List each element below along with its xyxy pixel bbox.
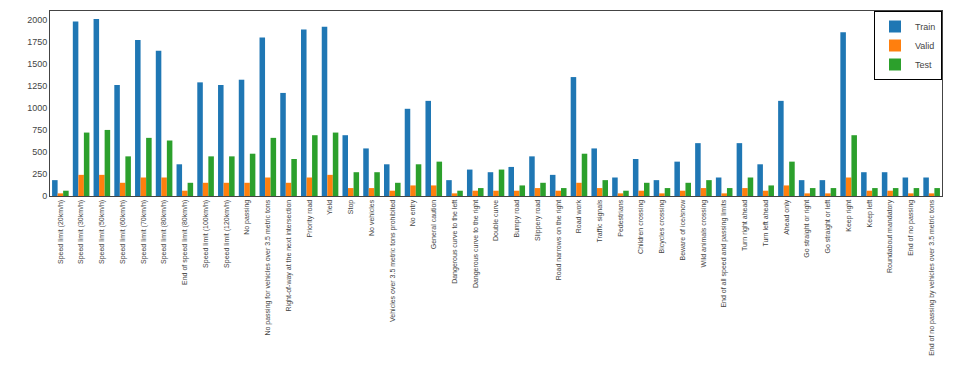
- svg-text:1000: 1000: [27, 103, 47, 113]
- svg-text:Keep right: Keep right: [845, 200, 853, 232]
- svg-text:Pedestrians: Pedestrians: [617, 199, 624, 236]
- svg-text:Speed limit (30km/h): Speed limit (30km/h): [77, 200, 85, 264]
- svg-text:Slippery road: Slippery road: [534, 200, 542, 241]
- svg-text:General caution: General caution: [430, 200, 437, 250]
- svg-text:Speed limit (60km/h): Speed limit (60km/h): [119, 200, 127, 264]
- svg-text:0: 0: [42, 191, 47, 201]
- svg-text:No passing for vehicles over 3: No passing for vehicles over 3.5 metric …: [264, 199, 272, 335]
- svg-text:No vehicles: No vehicles: [368, 199, 375, 236]
- svg-text:End of speed limit (80km/h): End of speed limit (80km/h): [181, 200, 189, 285]
- svg-text:Stop: Stop: [347, 200, 355, 215]
- svg-text:250: 250: [32, 169, 47, 179]
- svg-text:Keep left: Keep left: [866, 200, 874, 228]
- svg-text:Train: Train: [915, 22, 935, 32]
- svg-text:500: 500: [32, 147, 47, 157]
- svg-text:1750: 1750: [27, 37, 47, 47]
- svg-text:Test: Test: [915, 60, 932, 70]
- svg-text:End of no passing by vehicles: End of no passing by vehicles over 3.5 m…: [928, 199, 936, 356]
- svg-text:End of all speed and passing l: End of all speed and passing limits: [720, 199, 728, 307]
- svg-text:Bicycles crossing: Bicycles crossing: [658, 200, 666, 254]
- svg-text:Double curve: Double curve: [492, 200, 499, 241]
- svg-text:Speed limit (80km/h): Speed limit (80km/h): [160, 200, 168, 264]
- svg-text:Roundabout mandatory: Roundabout mandatory: [886, 199, 894, 273]
- svg-text:Go straight or left: Go straight or left: [824, 200, 832, 254]
- svg-text:1250: 1250: [27, 81, 47, 91]
- svg-text:No passing: No passing: [243, 200, 251, 235]
- svg-text:Speed limit (120km/h): Speed limit (120km/h): [223, 200, 231, 268]
- svg-text:Yield: Yield: [326, 200, 333, 215]
- svg-text:1500: 1500: [27, 59, 47, 69]
- svg-text:Dangerous curve to the right: Dangerous curve to the right: [472, 200, 480, 288]
- svg-text:Speed limit (100km/h): Speed limit (100km/h): [202, 200, 210, 268]
- svg-text:Bumpy road: Bumpy road: [513, 200, 521, 238]
- svg-text:750: 750: [32, 125, 47, 135]
- svg-text:No entry: No entry: [409, 199, 417, 226]
- svg-text:Wild animals crossing: Wild animals crossing: [700, 200, 708, 268]
- svg-text:Speed limit (70km/h): Speed limit (70km/h): [140, 200, 148, 264]
- svg-text:Dangerous curve to the left: Dangerous curve to the left: [451, 200, 459, 284]
- svg-text:Speed limit (20km/h): Speed limit (20km/h): [57, 200, 65, 264]
- svg-text:End of no passing: End of no passing: [907, 200, 915, 256]
- svg-text:Priority road: Priority road: [306, 200, 314, 238]
- svg-text:Speed limit (50km/h): Speed limit (50km/h): [98, 200, 106, 264]
- svg-text:Ahead only: Ahead only: [783, 199, 791, 235]
- svg-text:Right-of-way at the next inter: Right-of-way at the next intersection: [285, 200, 293, 312]
- svg-text:Children crossing: Children crossing: [637, 200, 645, 254]
- svg-text:Turn left ahead: Turn left ahead: [762, 200, 769, 247]
- svg-text:Go straight or right: Go straight or right: [803, 200, 811, 258]
- svg-text:Vehicles over 3.5 metric tons: Vehicles over 3.5 metric tons prohibited: [389, 200, 397, 322]
- svg-text:Road work: Road work: [575, 199, 582, 233]
- svg-text:2000: 2000: [27, 15, 47, 25]
- svg-text:Valid: Valid: [915, 41, 934, 51]
- svg-text:Road narrows on the right: Road narrows on the right: [555, 200, 563, 281]
- svg-text:Turn right ahead: Turn right ahead: [741, 200, 749, 251]
- svg-text:Beware of ice/snow: Beware of ice/snow: [679, 199, 686, 261]
- svg-text:Traffic signals: Traffic signals: [596, 199, 604, 242]
